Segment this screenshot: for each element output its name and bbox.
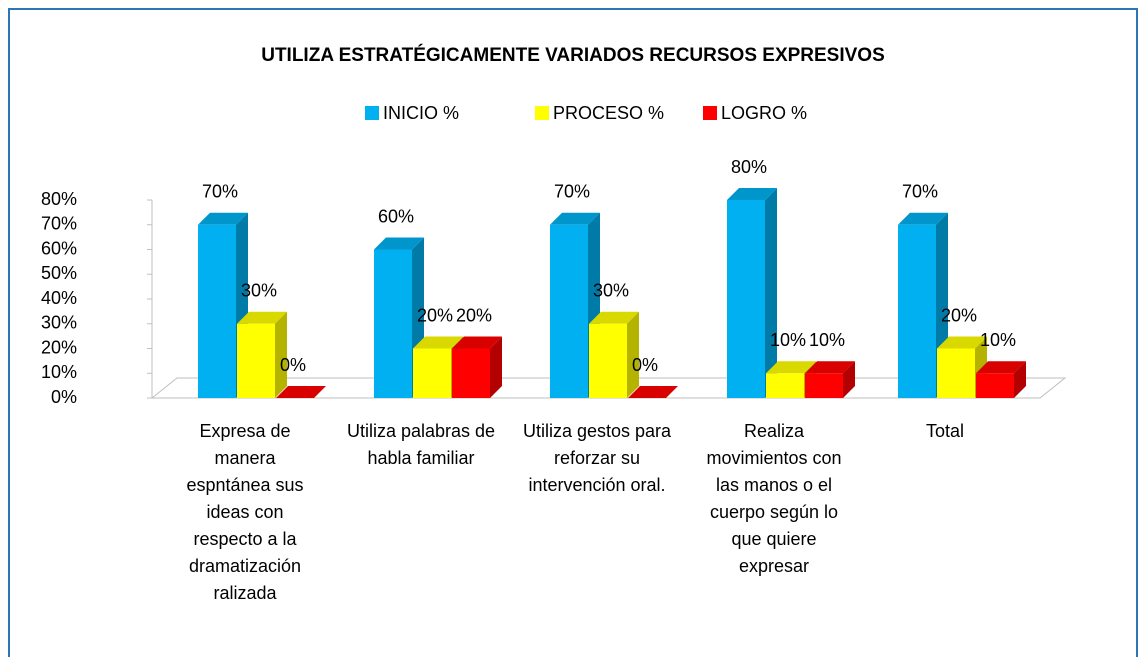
frame <box>8 8 1138 657</box>
y-tick-label: 80% <box>41 189 77 209</box>
data-label: 10% <box>809 330 845 350</box>
bar-front <box>898 224 936 398</box>
bar-top <box>589 311 639 324</box>
legend-label: LOGRO % <box>721 103 807 123</box>
bar-front <box>727 200 765 398</box>
bar-side <box>627 311 639 398</box>
data-label: 20% <box>941 305 977 325</box>
x-tick-label: Expresa de manera espntánea sus ideas co… <box>186 421 304 603</box>
legend-label: INICIO % <box>383 103 459 123</box>
bar-front <box>766 373 804 398</box>
bar-front <box>237 323 275 398</box>
bar-front <box>805 373 843 398</box>
bar <box>805 361 855 398</box>
bar-front <box>976 373 1014 398</box>
y-tick-label: 60% <box>41 238 77 258</box>
bar-side <box>275 311 287 398</box>
bar <box>452 336 502 398</box>
bar-top <box>550 212 600 225</box>
data-label: 70% <box>202 182 238 202</box>
bar-top <box>276 386 326 398</box>
bar-side <box>843 361 855 398</box>
x-tick-label: Utiliza palabras de habla familiar <box>346 421 496 468</box>
legend-swatch <box>365 106 379 120</box>
bar <box>976 361 1026 398</box>
y-tick-label: 30% <box>41 313 77 333</box>
data-label: 10% <box>770 330 806 350</box>
x-tick-label: Total <box>925 421 965 441</box>
legend-swatch <box>535 106 549 120</box>
bar-front <box>374 249 412 398</box>
x-tick-label: Realiza movimientos con las manos o el c… <box>706 421 842 576</box>
bar-top <box>976 361 1026 374</box>
bar-side <box>765 188 777 398</box>
y-tick-label: 70% <box>41 214 77 234</box>
bar-front <box>589 323 627 398</box>
bar-top <box>198 212 248 225</box>
y-tick-label: 0% <box>51 387 77 407</box>
y-tick-label: 40% <box>41 288 77 308</box>
data-label: 20% <box>456 305 492 325</box>
bar-top <box>452 336 502 349</box>
bar-top <box>413 336 463 349</box>
data-label: 0% <box>632 355 658 375</box>
data-label: 0% <box>280 355 306 375</box>
bar <box>237 311 287 398</box>
bar-front <box>198 224 236 398</box>
data-label: 30% <box>593 281 629 301</box>
bar-top <box>898 212 948 225</box>
data-label: 20% <box>417 305 453 325</box>
chart-title: UTILIZA ESTRATÉGICAMENTE VARIADOS RECURS… <box>261 44 885 66</box>
legend-swatch <box>703 106 717 120</box>
bar-front <box>937 348 975 398</box>
bar-front <box>413 348 451 398</box>
bar <box>727 188 777 398</box>
bar <box>628 386 678 398</box>
bar-front <box>452 348 490 398</box>
bar-top <box>628 386 678 398</box>
data-label: 30% <box>241 281 277 301</box>
data-label: 70% <box>554 182 590 202</box>
bar-front <box>550 224 588 398</box>
bar-side <box>1014 361 1026 398</box>
bar-top <box>374 237 424 250</box>
data-label: 10% <box>980 330 1016 350</box>
bar-top <box>727 188 777 200</box>
y-tick-label: 10% <box>41 362 77 382</box>
bar-top <box>937 336 987 349</box>
bar-top <box>237 311 287 324</box>
y-tick-label: 50% <box>41 263 77 283</box>
bar <box>276 386 326 398</box>
bar-top <box>805 361 855 374</box>
bar-side <box>490 336 502 398</box>
bar-top <box>766 361 816 374</box>
data-label: 70% <box>902 182 938 202</box>
x-tick-label: Utiliza gestos para reforzar su interven… <box>522 421 672 495</box>
legend-label: PROCESO % <box>553 103 664 123</box>
data-label: 60% <box>378 206 414 226</box>
bar <box>589 311 639 398</box>
data-label: 80% <box>731 157 767 177</box>
y-tick-label: 20% <box>41 337 77 357</box>
